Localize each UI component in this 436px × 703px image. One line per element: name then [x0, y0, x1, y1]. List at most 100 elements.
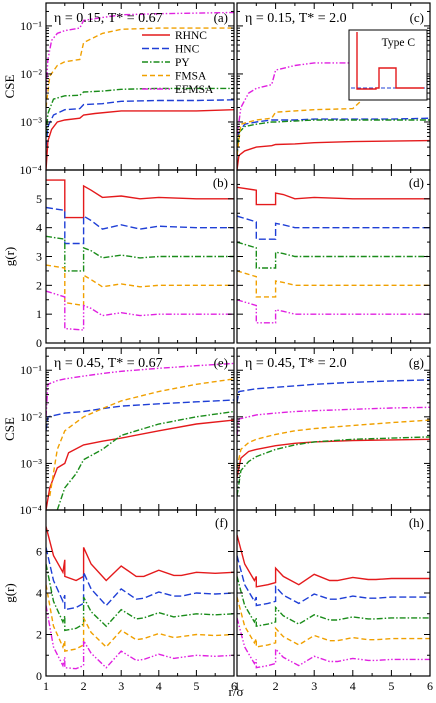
series-line-rhnc	[46, 526, 234, 582]
series-group	[237, 534, 430, 669]
y-tick-label: 0	[36, 669, 42, 683]
panel-label: (a)	[214, 10, 228, 25]
panel-label: (e)	[214, 355, 228, 370]
y-axis-label: CSE	[2, 75, 17, 99]
series-group	[237, 186, 430, 324]
series-line-hnc	[46, 547, 234, 611]
series-line-fmsa	[46, 264, 234, 307]
legend-label-efmsa: EFMSA	[175, 84, 214, 96]
series-line-efmsa	[46, 605, 234, 670]
series-line-py	[46, 235, 234, 272]
panel-b: 0 1 2 3 4 5 g(r) (b)	[2, 169, 235, 350]
y-axis-label: CSE	[2, 417, 17, 441]
legend-label-rhnc: RHNC	[175, 30, 207, 42]
series-line-efmsa	[237, 406, 430, 436]
x-tick-label: 5	[388, 679, 394, 693]
panel-d: (d)	[236, 169, 431, 344]
type-c-inset: Type C	[348, 29, 428, 101]
series-group	[237, 379, 430, 497]
legend-label-hnc: HNC	[175, 44, 200, 56]
x-tick-label: 2	[81, 679, 87, 693]
inset-potential-curve	[356, 32, 424, 90]
series-line-py	[46, 563, 234, 632]
series-group	[46, 526, 234, 670]
x-tick-label: 1	[43, 679, 49, 693]
inset-label: Type C	[382, 37, 416, 49]
series-line-py	[237, 241, 430, 269]
y-tick-label: 4	[36, 586, 42, 600]
panel-label: (c)	[410, 10, 424, 25]
series-group	[46, 179, 234, 331]
x-tick-label: 6	[427, 679, 433, 693]
y-axis-label: g(r)	[2, 583, 17, 603]
x-tick-label: 2	[273, 679, 279, 693]
series-line-hnc	[237, 117, 430, 156]
panel-label: (f)	[215, 515, 228, 530]
panel-title: η = 0.15, T* = 0.67	[54, 11, 163, 26]
series-line-rhnc	[237, 438, 430, 478]
y-tick-label: 3	[36, 250, 42, 264]
series-group	[46, 11, 234, 170]
y-tick-label: 4	[36, 221, 42, 235]
series-line-hnc	[237, 379, 430, 403]
series-line-fmsa	[237, 419, 430, 469]
legend-label-fmsa: FMSA	[175, 71, 207, 83]
y-tick-label: 10⁻²	[20, 67, 42, 81]
panel-a: 10⁻⁴ 10⁻³ 10⁻² 10⁻¹ CSE η = 0.15, T* = 0.67 (a…	[2, 2, 235, 177]
series-line-fmsa	[49, 378, 234, 497]
series-line-efmsa	[46, 11, 234, 94]
series-line-rhnc	[237, 534, 430, 588]
x-axis-label: r/σ	[229, 684, 244, 699]
y-tick-label: 10⁻³	[20, 115, 42, 129]
y-tick-label: 10⁻²	[20, 410, 42, 424]
y-tick-label: 2	[36, 278, 42, 292]
y-tick-label: 0	[36, 336, 42, 350]
series-line-rhnc	[46, 109, 234, 170]
series-line-hnc	[46, 99, 234, 148]
series-line-efmsa	[46, 362, 234, 417]
x-tick-label: 5	[193, 679, 199, 693]
series-line-fmsa	[237, 270, 430, 298]
series-line-rhnc	[237, 186, 430, 206]
panel-g: η = 0.45, T* = 2.0 (g)	[236, 347, 431, 511]
panel-label: (g)	[409, 355, 424, 370]
panel-label: (h)	[409, 515, 424, 530]
series-line-hnc	[237, 215, 430, 240]
series-line-py	[46, 87, 234, 137]
y-tick-label: 10⁻⁴	[19, 163, 42, 177]
panel-title: η = 0.45, T* = 0.67	[54, 356, 163, 371]
series-group	[46, 362, 234, 510]
y-tick-label: 1	[36, 307, 42, 321]
x-tick-label: 4	[156, 679, 162, 693]
series-line-rhnc	[237, 139, 430, 170]
panel-label: (b)	[213, 175, 228, 190]
panel-title: η = 0.45, T* = 2.0	[245, 356, 347, 371]
series-line-efmsa	[237, 617, 430, 669]
x-tick-label: 3	[118, 679, 124, 693]
series-line-efmsa	[237, 299, 430, 324]
series-line-hnc	[46, 206, 234, 245]
series-line-hnc	[237, 555, 430, 607]
panel-label: (d)	[409, 175, 424, 190]
y-tick-label: 10⁻¹	[20, 363, 42, 377]
y-tick-label: 10⁻¹	[20, 19, 42, 33]
series-line-rhnc	[46, 419, 234, 510]
x-tick-label: 6	[231, 679, 237, 693]
panels-layer: 10⁻⁴ 10⁻³ 10⁻² 10⁻¹ CSE η = 0.15, T* = 0.67 (a…	[2, 2, 433, 693]
panel-e: 10⁻⁴ 10⁻³ 10⁻² 10⁻¹ CSE η = 0.45, T* = 0.67 (e…	[2, 347, 235, 517]
panel-h: 1 2 3 4 5 6 (h)	[234, 509, 433, 693]
series-line-fmsa	[46, 27, 234, 108]
legend-label-py: PY	[175, 57, 190, 69]
y-tick-label: 5	[36, 192, 42, 206]
panel-title: η = 0.15, T* = 2.0	[245, 11, 347, 26]
series-line-py	[237, 119, 430, 156]
x-tick-label: 4	[350, 679, 356, 693]
y-tick-label: 6	[36, 545, 42, 559]
series-line-efmsa	[46, 290, 234, 331]
y-tick-label: 2	[36, 628, 42, 642]
y-tick-label: 10⁻³	[20, 456, 42, 470]
x-tick-label: 3	[311, 679, 317, 693]
panel-f: 1 2 3 4 5 6 0 2 4 6 g(r) (f)	[2, 509, 237, 693]
